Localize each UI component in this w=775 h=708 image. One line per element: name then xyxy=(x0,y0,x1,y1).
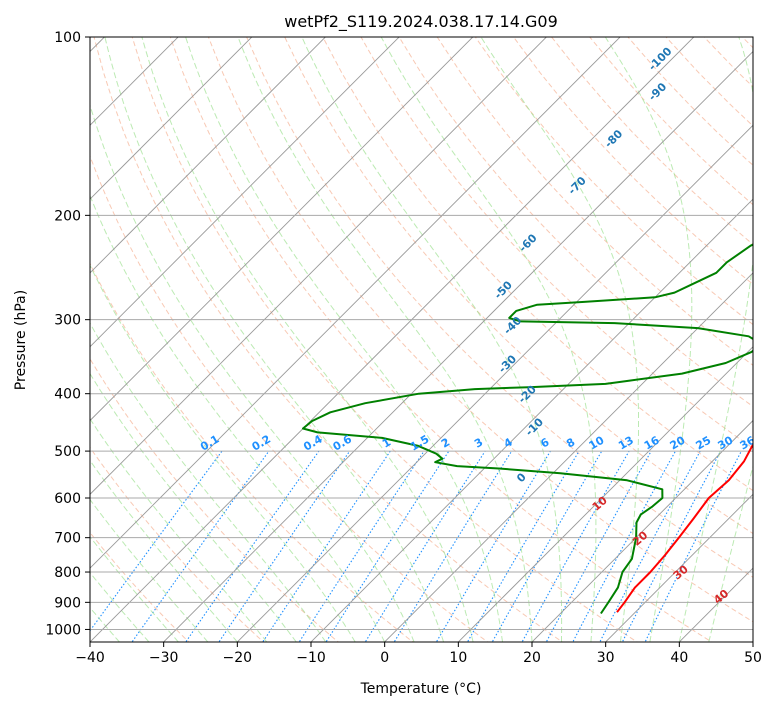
mixing-ratio-line xyxy=(491,450,603,642)
plot-frame xyxy=(89,36,754,643)
y-tick-label: 700 xyxy=(54,531,81,547)
mixing-ratio-line xyxy=(435,450,551,642)
isotherm-line xyxy=(162,50,753,642)
x-tick-label: 30 xyxy=(597,650,615,666)
isotherm-line xyxy=(310,198,753,642)
y-tick-label: 500 xyxy=(54,444,81,460)
dewpoint-profile xyxy=(302,243,753,615)
x-tick-label: −20 xyxy=(223,650,253,666)
x-tick-label: 10 xyxy=(449,650,467,666)
y-tick-label: 800 xyxy=(54,565,81,581)
moist-adiabat xyxy=(678,37,753,642)
y-tick-label: 400 xyxy=(54,387,81,403)
y-tick-label: 200 xyxy=(54,208,81,224)
moist-adiabat xyxy=(480,37,639,642)
moist-adiabat xyxy=(185,37,503,642)
moist-adiabat xyxy=(90,498,209,642)
mixing-ratio-label: 36 xyxy=(738,433,758,452)
moist-adiabat xyxy=(301,37,563,642)
mixing-ratio-line xyxy=(298,450,425,642)
dry-adiabat xyxy=(169,37,713,642)
y-tick-label: 900 xyxy=(54,595,81,611)
dry-adiabat xyxy=(360,37,753,449)
moist-adiabat xyxy=(90,194,386,642)
mixing-ratio-line xyxy=(90,450,223,632)
moist-adiabat xyxy=(90,535,179,642)
mixing-ratio-line xyxy=(599,450,701,642)
isotherm-line xyxy=(90,37,253,200)
moist-adiabat xyxy=(380,37,597,642)
y-axis-title: Pressure (hPa) xyxy=(13,290,29,390)
mixing-ratio-line xyxy=(364,450,486,642)
x-axis-title: Temperature (°C) xyxy=(360,681,482,697)
isotherm-line xyxy=(457,346,753,642)
isotherm-line xyxy=(90,37,621,569)
isotherm-line xyxy=(90,37,327,274)
moist-adiabat xyxy=(90,571,150,642)
isotherm-line xyxy=(236,124,753,642)
moist-adiabat xyxy=(237,37,533,642)
moist-adiabat xyxy=(90,372,297,642)
x-tick-label: 20 xyxy=(523,650,541,666)
isotherm-line xyxy=(383,272,753,642)
isotherm-line xyxy=(90,37,474,422)
mixing-ratio-line xyxy=(185,450,320,642)
mixing-ratio-line xyxy=(218,450,351,642)
dry-adiabat xyxy=(474,37,753,326)
y-tick-label: 1000 xyxy=(45,622,81,638)
isotherm-line xyxy=(90,37,695,642)
mixing-ratio-line xyxy=(325,450,450,642)
mixing-ratio-line xyxy=(393,450,513,642)
dry-adiabat xyxy=(246,37,753,578)
moist-adiabat xyxy=(141,37,474,642)
x-tick-label: 40 xyxy=(670,650,688,666)
mixing-ratio-line xyxy=(572,450,676,642)
moist-adiabat xyxy=(90,264,356,642)
x-tick-label: −10 xyxy=(296,650,326,666)
y-tick-label: 100 xyxy=(54,30,81,46)
isotherm-line xyxy=(604,493,753,642)
dry-adiabat xyxy=(90,154,489,642)
isotherm-line xyxy=(531,419,753,642)
mixing-ratio-line xyxy=(621,450,722,642)
moist-adiabat xyxy=(104,37,445,642)
dry-adiabat xyxy=(90,446,265,642)
chart-title: wetPf2_S119.2024.038.17.14.G09 xyxy=(284,12,558,32)
x-tick-label: 50 xyxy=(744,650,762,666)
y-tick-label: 600 xyxy=(54,491,81,507)
mixing-ratio-line xyxy=(131,450,270,642)
moist-adiabat xyxy=(90,417,268,642)
isotherm-line xyxy=(90,37,548,495)
dry-adiabat xyxy=(398,37,753,408)
dry-adiabat xyxy=(513,37,753,285)
y-tick-label: 300 xyxy=(54,313,81,329)
mixing-ratio-line xyxy=(644,450,742,642)
x-tick-label: −40 xyxy=(75,650,105,666)
x-tick-label: 0 xyxy=(380,650,389,666)
dry-adiabat xyxy=(284,37,753,535)
moist-adiabat xyxy=(90,459,238,642)
x-tick-label: −30 xyxy=(149,650,179,666)
moist-adiabat xyxy=(604,37,693,642)
moist-adiabat xyxy=(90,322,327,642)
isotherm-line xyxy=(90,37,400,348)
dry-adiabat xyxy=(322,37,753,492)
temperature-profile xyxy=(616,442,753,613)
